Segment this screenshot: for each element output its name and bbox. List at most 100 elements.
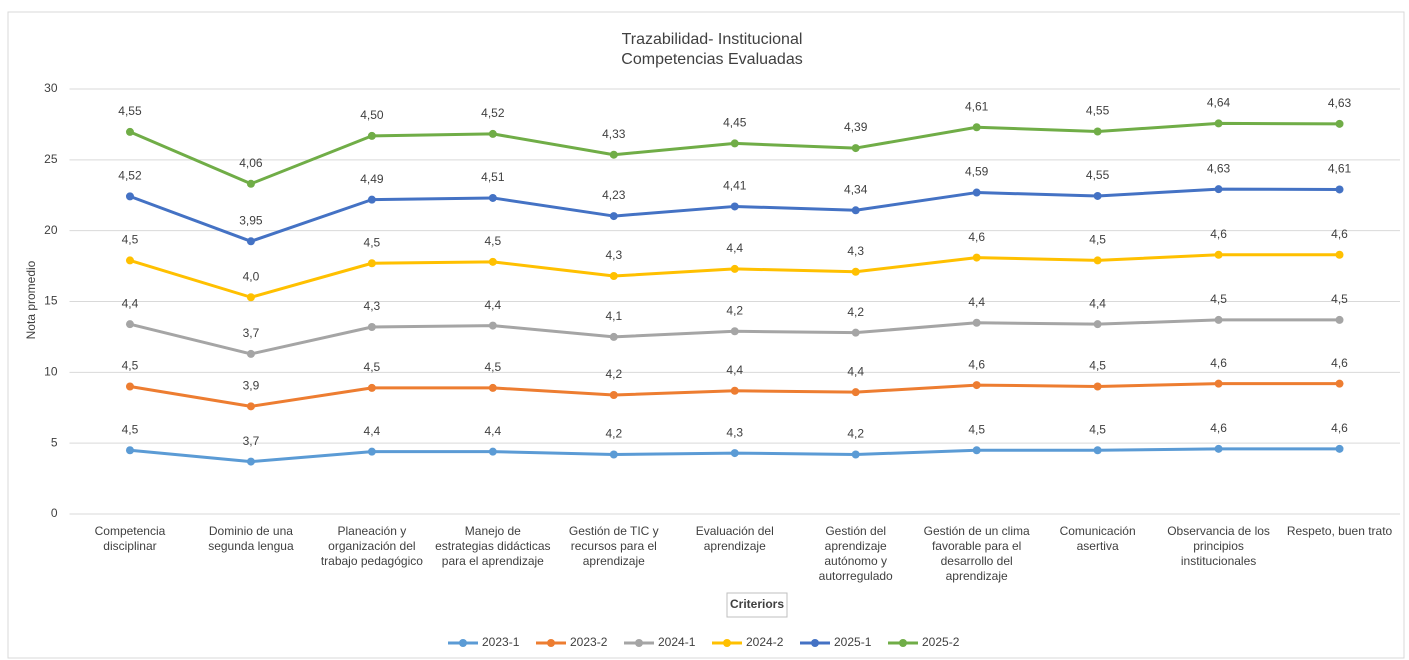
x-tick-label: Respeto, buen trato (1286, 524, 1393, 538)
data-point (972, 188, 981, 197)
data-point (1214, 119, 1223, 128)
x-axis-label-box (726, 592, 788, 618)
data-point (1214, 379, 1223, 388)
data-point (1335, 444, 1344, 453)
data-label: 4,2 (847, 305, 864, 319)
data-label: 4,63 (1207, 161, 1231, 175)
data-label: 4,5 (1089, 359, 1106, 373)
data-label: 3,9 (243, 379, 260, 393)
x-tick-label: Competencia disciplinar (94, 524, 166, 553)
data-point (246, 457, 255, 466)
data-point (488, 383, 497, 392)
data-point (851, 450, 860, 459)
data-label: 4,5 (484, 234, 501, 248)
data-point (609, 150, 618, 159)
data-label: 4,50 (360, 108, 384, 122)
data-point (125, 192, 134, 201)
data-label: 4,3 (726, 425, 743, 439)
legend-label: 2024-2 (746, 635, 784, 649)
data-point (1093, 127, 1102, 136)
data-label: 4,4 (726, 363, 743, 377)
data-point (1214, 444, 1223, 453)
data-point (730, 202, 739, 211)
y-tick-label: 15 (44, 294, 58, 308)
data-point (246, 237, 255, 246)
data-label: 4,3 (847, 244, 864, 258)
x-tick-label: Dominio de una segunda lengua (208, 524, 294, 553)
data-label: 4,55 (118, 104, 142, 118)
data-label: 4,5 (484, 360, 501, 374)
data-point (488, 193, 497, 202)
data-point (1335, 379, 1344, 388)
data-point (609, 212, 618, 221)
data-point (367, 447, 376, 456)
data-point (125, 256, 134, 265)
legend-marker (811, 639, 819, 647)
data-label: 3,7 (243, 326, 260, 340)
data-point (730, 449, 739, 458)
data-label: 4,6 (968, 230, 985, 244)
data-label: 4,4 (364, 424, 381, 438)
data-point (972, 318, 981, 327)
data-label: 4,4 (484, 298, 501, 312)
data-point (972, 253, 981, 262)
data-point (851, 267, 860, 276)
data-label: 4,2 (847, 427, 864, 441)
data-label: 4,51 (481, 170, 505, 184)
data-point (1093, 320, 1102, 329)
data-point (1335, 185, 1344, 194)
data-point (851, 388, 860, 397)
data-point (246, 349, 255, 358)
data-point (367, 259, 376, 268)
data-label: 3,7 (243, 434, 260, 448)
data-point (609, 450, 618, 459)
data-label: 4,39 (844, 120, 868, 134)
data-point (246, 293, 255, 302)
data-point (1093, 446, 1102, 455)
y-tick-label: 5 (51, 435, 58, 449)
data-point (367, 383, 376, 392)
data-label: 4,34 (844, 182, 868, 196)
data-point (972, 123, 981, 132)
legend-marker (547, 639, 555, 647)
data-label: 4,52 (481, 106, 505, 120)
data-label: 4,4 (847, 364, 864, 378)
data-label: 4,2 (605, 367, 622, 381)
data-label: 4,2 (605, 427, 622, 441)
data-label: 4,3 (605, 248, 622, 262)
data-label: 4,4 (968, 295, 985, 309)
y-tick-label: 0 (51, 506, 58, 520)
data-label: 4,5 (364, 235, 381, 249)
legend-label: 2023-2 (570, 635, 608, 649)
data-label: 4,55 (1086, 104, 1110, 118)
data-label: 4,6 (1210, 356, 1227, 370)
legend-label: 2024-1 (658, 635, 696, 649)
data-label: 4,5 (364, 360, 381, 374)
data-label: 4,6 (1331, 227, 1348, 241)
data-point (1214, 315, 1223, 324)
data-point (246, 402, 255, 411)
data-label: 4,55 (1086, 168, 1110, 182)
data-label: 4,4 (1089, 296, 1106, 310)
y-tick-label: 20 (44, 223, 58, 237)
data-label: 4,6 (1331, 356, 1348, 370)
data-label: 4,6 (1210, 421, 1227, 435)
data-label: 4,3 (364, 299, 381, 313)
data-label: 3,95 (239, 213, 263, 227)
data-point (609, 391, 618, 399)
data-label: 4,06 (239, 156, 263, 170)
y-tick-label: 25 (44, 152, 58, 166)
data-label: 4,4 (122, 296, 139, 310)
data-label: 4,64 (1207, 96, 1231, 110)
data-label: 4,45 (723, 116, 747, 130)
data-point (730, 327, 739, 336)
data-label: 4,5 (1331, 292, 1348, 306)
legend-marker (899, 639, 907, 647)
legend-marker (635, 639, 643, 647)
data-point (125, 382, 134, 391)
data-point (730, 264, 739, 273)
data-point (488, 447, 497, 456)
data-point (1093, 256, 1102, 265)
data-point (488, 129, 497, 138)
